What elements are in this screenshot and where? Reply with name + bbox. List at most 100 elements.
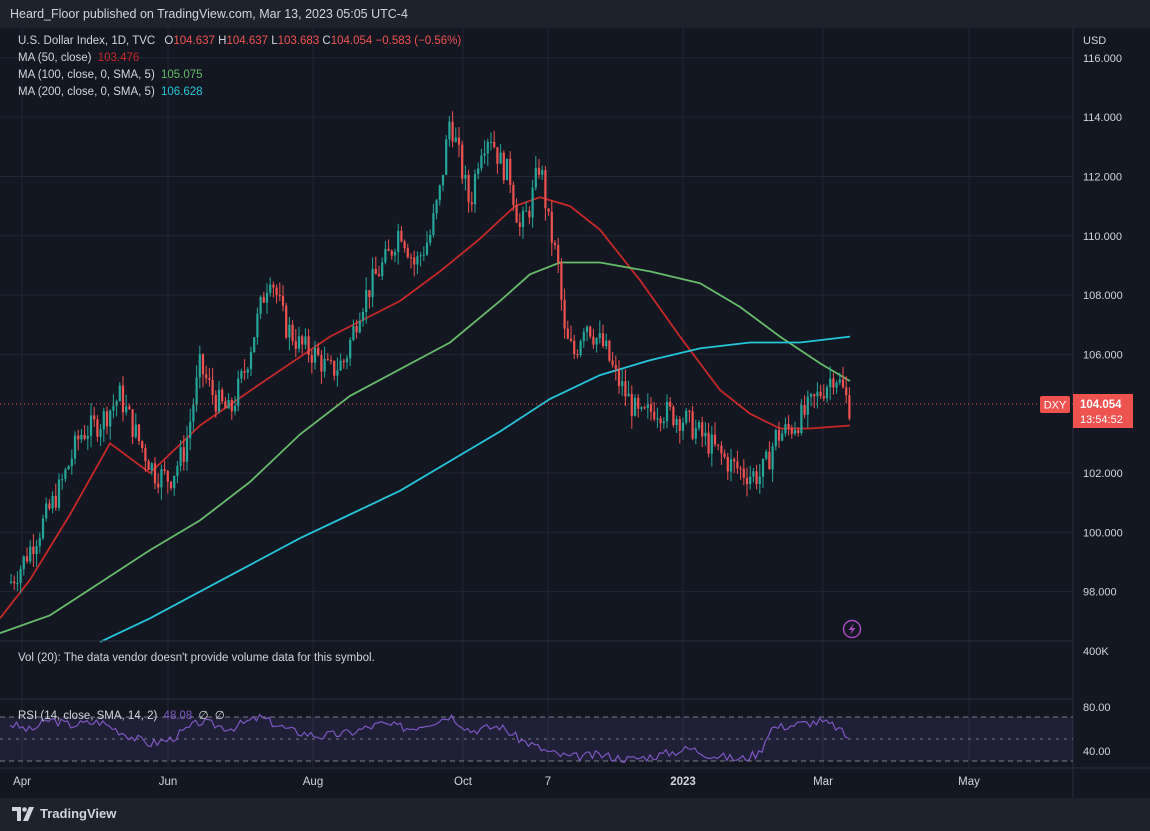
volume-legend[interactable]: Vol (20): The data vendor doesn't provid… (18, 652, 375, 664)
candle-body (512, 184, 515, 205)
candle-body (467, 174, 470, 203)
candle-body (361, 311, 365, 321)
candle-body (528, 210, 531, 218)
candle-body (425, 242, 429, 255)
candle-body (253, 337, 256, 353)
symbol-tag (1040, 396, 1070, 413)
candle-body (579, 341, 582, 356)
candle-body (342, 360, 345, 363)
candle-body (102, 411, 105, 430)
candle-body (685, 410, 688, 423)
candle-body (509, 158, 512, 185)
candle-body (557, 245, 560, 263)
candle-body (38, 538, 41, 546)
candle-body (605, 340, 608, 347)
ma100-legend[interactable]: MA (100, close, 0, SMA, 5) 105.075 (18, 69, 203, 81)
candle-body (752, 471, 755, 477)
chart-area[interactable]: USD 116.000114.000112.000110.000108.0001… (0, 28, 1150, 798)
candle-body (736, 461, 739, 469)
candle-body (192, 405, 195, 422)
candle-body (739, 468, 742, 470)
candle-body (771, 446, 774, 470)
candle-body (848, 395, 851, 419)
candle-body (297, 336, 301, 349)
ma100-label: MA (100, close, 0, SMA, 5) (18, 69, 155, 81)
candle-body (54, 495, 57, 508)
rsi-legend[interactable]: RSI (14, close, SMA, 14, 2) 48.08 ∅ ∅ (18, 708, 225, 722)
ohlc-legend[interactable]: U.S. Dollar Index, 1D, TVC O104.637 H104… (18, 35, 461, 47)
legend-open-label: O (164, 35, 174, 47)
candle-body (96, 419, 99, 437)
time-tick-label: Apr (13, 776, 31, 788)
candle-body (70, 458, 73, 467)
candle-body (643, 407, 646, 409)
candle-body (80, 434, 83, 440)
candle-body (838, 379, 841, 383)
legend-close-label: C (322, 35, 331, 47)
candle-body (534, 167, 537, 188)
candle-body (774, 430, 777, 447)
candle-body (365, 290, 368, 312)
candle-body (419, 255, 422, 257)
candle-body (51, 495, 54, 509)
candle-body (64, 469, 67, 480)
candle-body (841, 379, 845, 388)
candle-body (198, 354, 201, 378)
candle-body (547, 208, 550, 212)
candle-body (803, 404, 806, 415)
candle-body (477, 168, 480, 175)
candle-body (249, 352, 253, 370)
candle-body (57, 479, 61, 508)
ma200-legend[interactable]: MA (200, close, 0, SMA, 5) 106.628 (18, 86, 203, 98)
symbol-tag-label: DXY (1044, 400, 1067, 412)
flash-icon[interactable] (842, 619, 862, 639)
candle-body (374, 268, 377, 275)
candle-body (288, 324, 291, 338)
last-price-countdown: 13:54:52 (1080, 414, 1123, 426)
candle-body (435, 200, 438, 214)
candle-body (793, 430, 797, 434)
candle-body (393, 252, 397, 256)
candle-body (630, 393, 633, 416)
ma50-legend[interactable]: MA (50, close) 103.476 (18, 52, 139, 64)
candle-body (790, 428, 793, 434)
ma-line-2 (0, 261, 851, 634)
candle-body (163, 469, 166, 471)
candle-body (406, 248, 409, 258)
candle-body (646, 404, 649, 408)
price-axis-ticks: 116.000 114.000 112.000 110.000 108.000 106.0… (1083, 53, 1123, 599)
candle-body (86, 435, 89, 439)
candle-body (617, 368, 621, 387)
candle-body (304, 336, 307, 345)
candle-body (13, 581, 16, 584)
candle-body (621, 381, 624, 387)
candle-body (9, 581, 13, 583)
candle-body (272, 284, 275, 288)
candle-body (182, 447, 185, 462)
rsi-axis-tick-40: 40.00 (1083, 746, 1111, 758)
candle-body (637, 397, 640, 409)
candle-body (99, 429, 102, 437)
candle-body (822, 396, 825, 399)
candle-body (464, 174, 467, 179)
candle-body (669, 401, 672, 407)
candle-body (179, 447, 182, 466)
candle-body (560, 262, 563, 300)
footer-bar: TradingView (0, 798, 1150, 831)
candle-body (598, 333, 601, 339)
grid-lines (0, 28, 1073, 768)
candle-body (221, 389, 224, 402)
tradingview-brand[interactable]: TradingView (12, 806, 116, 821)
candle-body (441, 174, 445, 186)
price-tick-label: 100.000 (1083, 527, 1123, 539)
candle-body (185, 438, 189, 462)
candle-body (89, 415, 93, 436)
legend-low-value: 103.683 (277, 35, 320, 47)
ma200-label: MA (200, close, 0, SMA, 5) (18, 86, 155, 98)
ma50-value: 103.476 (97, 52, 140, 64)
candle-body (611, 360, 614, 366)
candle-body (307, 336, 310, 355)
candle-body (291, 324, 294, 342)
candle-body (438, 185, 441, 201)
price-axis-currency: USD (1083, 35, 1106, 47)
